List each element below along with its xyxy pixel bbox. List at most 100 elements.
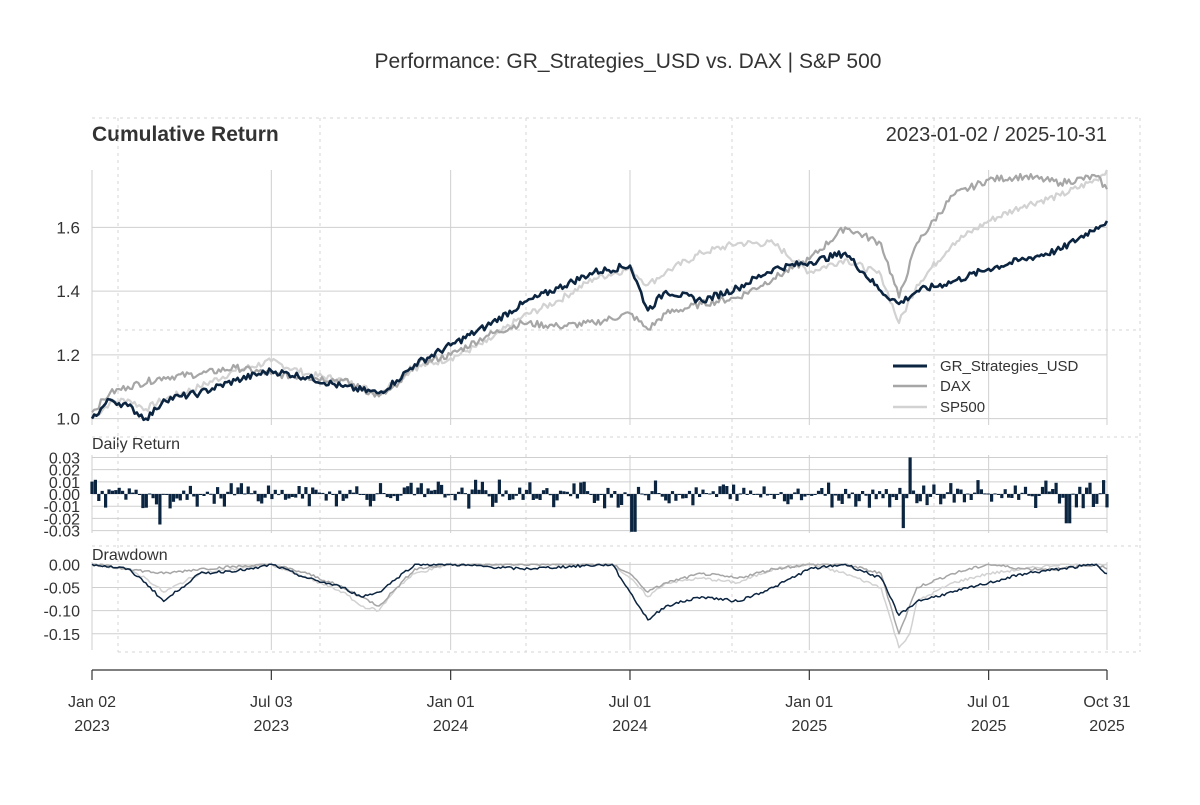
daily-return-bar bbox=[901, 494, 905, 529]
daily-return-bar bbox=[528, 482, 532, 494]
daily-return-bar bbox=[202, 494, 206, 496]
daily-return-bar bbox=[755, 493, 759, 495]
daily-return-bar bbox=[647, 494, 651, 501]
daily-return-bar bbox=[881, 494, 885, 499]
daily-return-bar bbox=[569, 494, 573, 497]
daily-return-bar bbox=[131, 492, 135, 494]
daily-return-bar bbox=[599, 494, 603, 495]
daily-return-bar bbox=[643, 494, 647, 496]
daily-return-bar bbox=[1027, 494, 1031, 496]
daily-return-bar bbox=[1085, 487, 1089, 494]
daily-return-bar bbox=[124, 494, 128, 500]
chart-title: Performance: GR_Strategies_USD vs. DAX |… bbox=[375, 50, 882, 73]
daily-return-title: Daily Return bbox=[92, 436, 180, 453]
daily-return-bar bbox=[104, 494, 108, 508]
x-tick-year-label: 2025 bbox=[1089, 718, 1125, 735]
daily-return-bar bbox=[1010, 494, 1014, 498]
daily-return-bar bbox=[290, 494, 294, 497]
daily-return-bar bbox=[409, 482, 413, 494]
daily-return-bar bbox=[592, 494, 596, 503]
daily-return-bar bbox=[463, 493, 467, 495]
daily-return-bar bbox=[429, 490, 434, 494]
daily-return-bar bbox=[793, 492, 797, 494]
daily-return-bar bbox=[786, 494, 790, 505]
daily-return-bar bbox=[691, 494, 695, 506]
daily-return-bar bbox=[524, 489, 529, 494]
daily-return-bar bbox=[1071, 493, 1075, 495]
daily-return-bar bbox=[97, 494, 101, 501]
daily-return-bar bbox=[412, 494, 417, 496]
daily-return-bar bbox=[990, 494, 994, 502]
daily-return-bar bbox=[545, 488, 549, 494]
daily-return-bar bbox=[270, 494, 274, 500]
cum-y-tick-label: 1.6 bbox=[56, 218, 80, 237]
daily-return-bar bbox=[165, 494, 169, 495]
daily-return-bar bbox=[531, 494, 535, 500]
daily-return-bar bbox=[158, 494, 162, 525]
daily-return-bar bbox=[372, 494, 376, 501]
daily-return-bar bbox=[453, 494, 457, 501]
daily-return-bar bbox=[535, 494, 539, 499]
daily-return-bar bbox=[1030, 494, 1034, 497]
daily-return-bar bbox=[681, 494, 685, 499]
daily-return-bar bbox=[253, 490, 257, 494]
daily-return-bar bbox=[470, 489, 474, 494]
daily-return-bar bbox=[141, 494, 145, 509]
daily-return-bar bbox=[728, 494, 732, 500]
daily-return-bar bbox=[521, 494, 525, 500]
daily-return-bar bbox=[317, 492, 321, 494]
daily-return-bar bbox=[776, 494, 780, 495]
daily-return-bar bbox=[698, 494, 702, 497]
daily-return-bar bbox=[195, 494, 199, 507]
daily-return-bar bbox=[246, 486, 250, 494]
daily-return-bar bbox=[871, 489, 875, 494]
drawdown-title: Drawdown bbox=[92, 547, 168, 564]
daily-return-bar bbox=[582, 481, 586, 494]
daily-return-bar bbox=[620, 494, 624, 505]
daily-return-bar bbox=[626, 494, 630, 497]
daily-return-bar bbox=[854, 494, 858, 507]
daily-return-bar bbox=[894, 494, 899, 500]
daily-return-bar bbox=[1047, 491, 1051, 494]
daily-return-bar bbox=[484, 490, 488, 494]
daily-return-bar bbox=[518, 487, 522, 494]
daily-return-bar bbox=[772, 494, 776, 499]
daily-return-bar bbox=[175, 494, 179, 499]
x-tick-label: Jan 01 bbox=[427, 694, 475, 711]
daily-return-bar bbox=[331, 494, 335, 495]
daily-return-bar bbox=[304, 487, 308, 494]
daily-return-bar bbox=[300, 494, 305, 499]
daily-return-bar bbox=[850, 492, 854, 494]
daily-return-bar bbox=[1091, 494, 1095, 507]
daily-return-bar bbox=[670, 491, 675, 494]
daily-return-bar bbox=[816, 490, 821, 494]
daily-return-bar bbox=[555, 494, 559, 501]
daily-return-bar bbox=[687, 490, 692, 494]
daily-return-bar bbox=[209, 493, 213, 495]
daily-return-bar bbox=[137, 494, 142, 495]
daily-return-bar bbox=[239, 483, 243, 494]
daily-return-bar bbox=[399, 494, 403, 496]
daily-return-bar bbox=[918, 494, 922, 502]
daily-return-bar bbox=[355, 486, 359, 494]
daily-return-bar bbox=[983, 493, 987, 495]
daily-return-bar bbox=[151, 494, 155, 499]
daily-return-bar bbox=[1095, 494, 1099, 504]
daily-return-bar bbox=[341, 494, 345, 501]
daily-return-bar bbox=[280, 489, 284, 494]
daily-return-bar bbox=[796, 488, 800, 494]
cum-y-tick-label: 1.4 bbox=[56, 282, 80, 301]
daily-return-bar bbox=[861, 491, 865, 494]
daily-return-bar bbox=[222, 494, 226, 507]
daily-return-bar bbox=[1007, 494, 1011, 498]
daily-return-bar bbox=[1051, 489, 1055, 494]
daily-return-bar bbox=[491, 494, 495, 507]
daily-return-bar bbox=[436, 481, 440, 494]
daily-return-bar bbox=[121, 490, 125, 494]
daily-return-bar bbox=[664, 494, 668, 501]
x-tick-year-label: 2025 bbox=[971, 718, 1007, 735]
drawdown-line-sp500 bbox=[91, 563, 1108, 649]
daily-return-bar bbox=[219, 494, 223, 499]
daily-return-bar bbox=[908, 457, 912, 494]
daily-return-bar bbox=[467, 494, 471, 509]
